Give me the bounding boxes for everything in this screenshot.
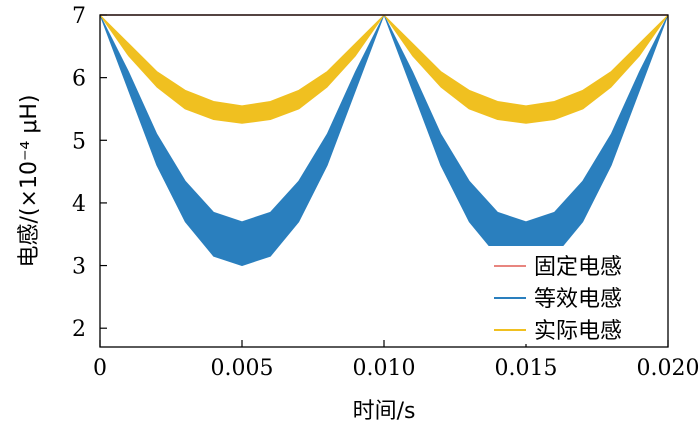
series-2-band <box>99 14 669 124</box>
y-tick-label: 6 <box>72 67 86 92</box>
y-tick-label: 2 <box>72 317 86 342</box>
x-tick-label: 0 <box>93 356 107 381</box>
x-axis-title: 时间/s <box>353 399 416 424</box>
legend-entry-label: 固定电感 <box>534 255 622 280</box>
y-tick-label: 3 <box>72 255 86 280</box>
x-tick-label: 0.005 <box>211 356 274 381</box>
series-layer <box>99 14 669 267</box>
x-tick-label: 0.020 <box>637 356 700 381</box>
x-tick-label: 0.010 <box>353 356 416 381</box>
y-tick-label: 7 <box>72 4 86 29</box>
y-axis-title: 电感/(×10⁻⁴ μH) <box>17 95 42 268</box>
series-1-band <box>99 14 669 267</box>
legend-background <box>488 246 666 344</box>
y-tick-label: 4 <box>72 192 86 217</box>
x-tick-label: 0.015 <box>495 356 558 381</box>
legend-entry-label: 实际电感 <box>534 319 622 344</box>
legend-entry-label: 等效电感 <box>534 287 622 312</box>
ticks-layer: 0 0.005 0.010 0.015 0.020 2 3 4 5 6 7 <box>72 4 699 381</box>
y-tick-label: 5 <box>72 129 86 154</box>
